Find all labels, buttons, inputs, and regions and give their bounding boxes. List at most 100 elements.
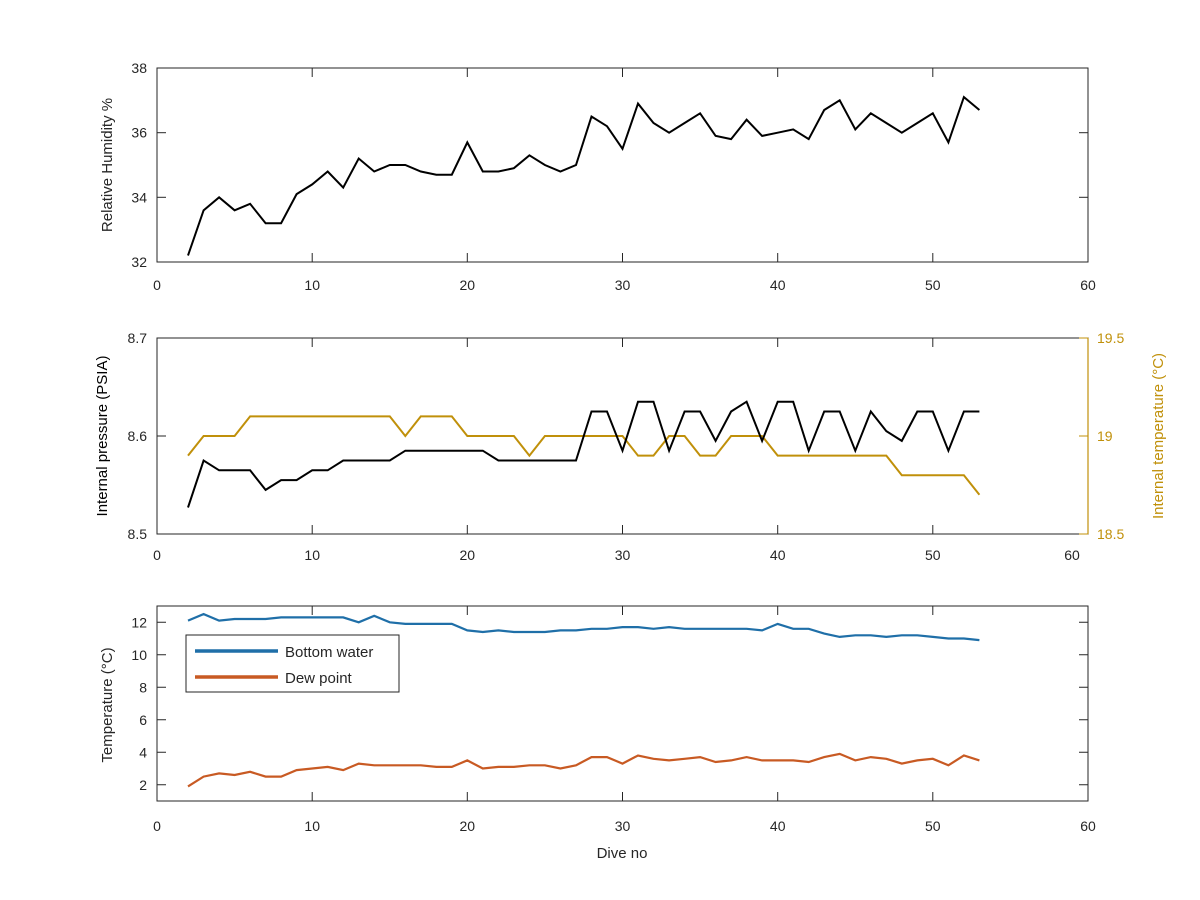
xtick-label: 30 [615, 818, 631, 834]
ytick: 6 [139, 712, 1088, 728]
xtick-label: 40 [770, 277, 786, 293]
xtick-label: 10 [304, 547, 320, 563]
legend: Bottom water Dew point [185, 634, 400, 693]
ylabel-temperature: Temperature (°C) [99, 647, 116, 762]
series-line-dew-point [187, 752, 980, 788]
ytick: 2 [139, 777, 1088, 793]
xtick: 50 [925, 68, 941, 293]
legend-box [185, 634, 400, 693]
ytick-label: 10 [131, 647, 147, 663]
xtick-label: 60 [1080, 277, 1096, 293]
y2tick-label: 18.5 [1097, 526, 1124, 542]
xtick-label: 50 [925, 277, 941, 293]
y2tick: 18.5 [1079, 526, 1124, 542]
ytick-label: 8 [139, 679, 147, 695]
axes-box [156, 67, 1089, 263]
ylabel-internal-temperature: Internal temperature (°C) [1150, 353, 1167, 519]
ytick-label: 8.7 [128, 330, 148, 346]
xtick: 0 [153, 338, 161, 563]
ytick-label: 8.6 [128, 428, 148, 444]
ylabel-relative-humidity: Relative Humidity % [99, 98, 116, 232]
series-line-relative-humidity [187, 95, 981, 256]
panel-temperature: 0 10 20 30 40 50 60 2 4 6 8 10 12 Temper… [99, 605, 1096, 862]
series-line-bottom-water [187, 612, 980, 642]
xticks: 0 10 20 30 40 50 60 [153, 68, 1096, 293]
ytick-label: 38 [131, 60, 147, 76]
xtick: 10 [304, 338, 320, 563]
yticks: 2 4 6 8 10 12 [131, 614, 1088, 793]
ytick: 10 [131, 647, 1088, 663]
panel-relative-humidity: 0 10 20 30 40 50 60 32 34 36 38 Relative… [99, 60, 1096, 293]
xtick-label: 20 [460, 277, 476, 293]
ytick-label: 34 [131, 189, 147, 205]
xtick-label: 40 [770, 547, 786, 563]
xticks: 0 10 20 30 40 50 60 [153, 606, 1096, 834]
y2tick: 19 [1079, 428, 1113, 444]
ytick: 32 [131, 254, 1088, 270]
ytick-label: 36 [131, 125, 147, 141]
xtick-label: 30 [615, 277, 631, 293]
xtick: 60 [1080, 606, 1096, 834]
ytick-label: 4 [139, 744, 147, 760]
xtick: 10 [304, 606, 320, 834]
ytick-label: 8.5 [128, 526, 148, 542]
xtick-label: 60 [1080, 818, 1096, 834]
xtick-label: 20 [460, 547, 476, 563]
xtick: 0 [153, 606, 161, 834]
ytick: 8.7 [128, 330, 166, 346]
xtick-label: 40 [770, 818, 786, 834]
y2tick: 19.5 [1079, 330, 1124, 346]
yticks: 32 34 36 38 [131, 60, 1088, 270]
xtick-label: 0 [153, 818, 161, 834]
series-line-internal-pressure [187, 400, 980, 508]
ytick-label: 32 [131, 254, 147, 270]
legend-entry-bottom-water: Bottom water [195, 644, 373, 661]
panel-internal-pressure: 0 10 20 30 40 50 60 8.5 8.6 8.7 18.5 19 … [94, 330, 1167, 563]
xticks: 0 10 20 30 40 50 60 [153, 338, 1089, 563]
ytick: 4 [139, 744, 1088, 760]
xtick-label: 50 [925, 818, 941, 834]
xtick-label: 50 [925, 547, 941, 563]
ytick: 8.6 [128, 428, 166, 444]
xtick: 30 [615, 68, 631, 293]
ylabel-internal-pressure: Internal pressure (PSIA) [94, 356, 111, 517]
xlabel-dive-no: Dive no [597, 845, 648, 862]
yticks-left: 8.5 8.6 8.7 [128, 330, 166, 542]
xtick-label: 60 [1064, 547, 1080, 563]
xtick-label: 0 [153, 277, 161, 293]
xtick-label: 10 [304, 277, 320, 293]
xtick: 20 [460, 68, 476, 293]
xtick: 60 [1080, 68, 1096, 293]
xtick: 0 [153, 68, 161, 293]
xtick: 40 [770, 68, 786, 293]
xtick-label: 20 [460, 818, 476, 834]
xtick-label: 30 [615, 547, 631, 563]
xtick: 30 [615, 338, 631, 563]
legend-label-bottom-water: Bottom water [285, 644, 373, 661]
xtick-label: 10 [304, 818, 320, 834]
ytick: 8.5 [128, 526, 166, 542]
y2tick-label: 19 [1097, 428, 1113, 444]
xtick: 30 [615, 606, 631, 834]
y2tick-label: 19.5 [1097, 330, 1124, 346]
xtick: 50 [925, 338, 941, 563]
ytick: 36 [131, 125, 1088, 141]
xtick: 20 [460, 338, 476, 563]
xtick: 10 [304, 68, 320, 293]
ytick-label: 12 [131, 614, 147, 630]
ytick: 38 [131, 60, 1088, 76]
ytick: 34 [131, 189, 1088, 205]
legend-entry-dew-point: Dew point [195, 670, 353, 687]
xtick: 40 [770, 338, 786, 563]
ytick: 8 [139, 679, 1088, 695]
xtick-label: 0 [153, 547, 161, 563]
xtick: 50 [925, 606, 941, 834]
legend-label-dew-point: Dew point [285, 670, 353, 687]
ytick: 12 [131, 614, 1088, 630]
yticks-right: 18.5 19 19.5 [1079, 330, 1124, 542]
ytick-label: 6 [139, 712, 147, 728]
ytick-label: 2 [139, 777, 147, 793]
xtick: 40 [770, 606, 786, 834]
xtick: 20 [460, 606, 476, 834]
